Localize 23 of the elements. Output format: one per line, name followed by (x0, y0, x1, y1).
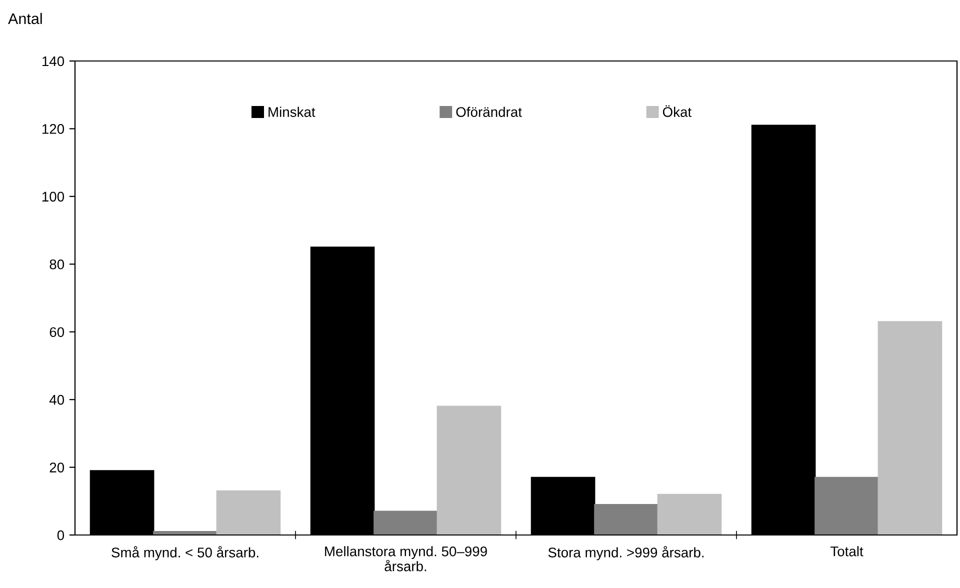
y-tick-label: 20 (50, 462, 64, 472)
y-tick-label: 60 (50, 327, 64, 338)
y-tick-label: 120 (42, 124, 64, 134)
x-tick-label: Stora mynd. >999 årsarb. (548, 546, 704, 560)
legend-label: Ökat (662, 105, 692, 117)
x-tick-label: Små mynd. < 50 årsarb. (112, 546, 258, 560)
y-tick-label: 0 (57, 530, 64, 540)
legend-label: Minskat (268, 106, 316, 117)
x-tick-label: Totalt (830, 546, 864, 556)
y-tick-label: 80 (50, 259, 64, 270)
y-tick-label: 140 (42, 56, 64, 66)
y-axis-title: Antal (8, 12, 42, 24)
bar (216, 490, 281, 535)
y-tick-label: 100 (42, 192, 64, 202)
bar (814, 476, 879, 535)
y-tick-label: 40 (49, 394, 64, 405)
legend-label: Oförändrat (456, 106, 522, 117)
bar (374, 510, 438, 535)
bar (657, 494, 722, 535)
bar (878, 321, 942, 535)
bar (436, 406, 502, 535)
x-tick-label: Mellanstora mynd. 50–999 årsarb. (325, 546, 487, 572)
bar (594, 504, 658, 535)
